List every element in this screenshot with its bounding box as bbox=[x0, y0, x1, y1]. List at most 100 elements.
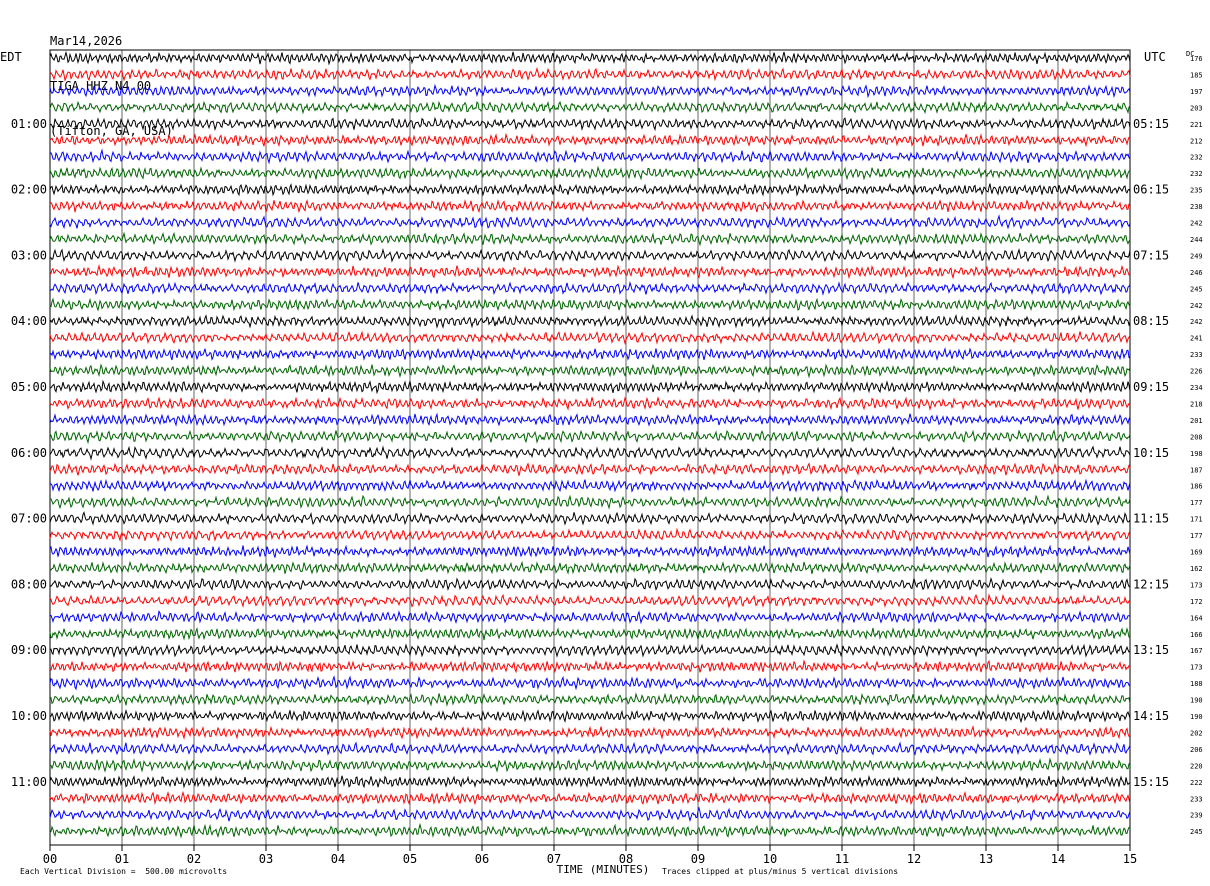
right-hour-label: 12:15 bbox=[1133, 577, 1169, 591]
left-hour-label: 01:00 bbox=[11, 117, 47, 131]
left-hour-label: 04:00 bbox=[11, 314, 47, 328]
left-hour-label: 02:00 bbox=[11, 183, 47, 197]
x-tick-label: 02 bbox=[187, 852, 201, 866]
seismic-trace bbox=[49, 264, 1131, 280]
right-hour-label: 09:15 bbox=[1133, 380, 1169, 394]
dc-offset-value: 239 bbox=[1190, 812, 1203, 820]
seismic-trace bbox=[49, 330, 1131, 345]
right-hour-label: 15:15 bbox=[1133, 775, 1169, 789]
dc-offset-value: 242 bbox=[1190, 220, 1203, 228]
seismic-trace bbox=[49, 231, 1131, 247]
seismic-trace bbox=[49, 214, 1131, 230]
dc-offset-value: 173 bbox=[1190, 581, 1203, 589]
dc-offset-value: 233 bbox=[1190, 795, 1203, 803]
x-tick-label: 09 bbox=[691, 852, 705, 866]
dc-offset-value: 249 bbox=[1190, 252, 1203, 260]
x-tick-label: 01 bbox=[115, 852, 129, 866]
x-tick-label: 14 bbox=[1051, 852, 1065, 866]
seismic-trace bbox=[49, 363, 1131, 379]
seismic-trace bbox=[49, 148, 1131, 165]
right-hour-label: 13:15 bbox=[1133, 643, 1169, 657]
dc-offset-value: 202 bbox=[1190, 729, 1203, 737]
clip-note: Traces clipped at plus/minus 5 vertical … bbox=[662, 867, 899, 876]
dc-offset-value: 173 bbox=[1190, 664, 1203, 672]
x-axis-label: TIME (MINUTES) bbox=[557, 863, 650, 876]
seismic-trace bbox=[49, 100, 1131, 115]
dc-offset-value: 242 bbox=[1190, 318, 1203, 326]
dc-offset-value: 185 bbox=[1190, 71, 1203, 79]
date-label: Mar14,2026 bbox=[50, 34, 123, 48]
seismic-trace bbox=[49, 478, 1131, 494]
seismic-trace bbox=[49, 610, 1131, 625]
dc-offset-value: 232 bbox=[1190, 170, 1203, 178]
dc-offset-value: 232 bbox=[1190, 154, 1203, 162]
x-tick-label: 04 bbox=[331, 852, 345, 866]
seismic-trace bbox=[49, 379, 1131, 395]
right-hour-label: 07:15 bbox=[1133, 248, 1169, 262]
dc-offset-value: 166 bbox=[1190, 631, 1203, 639]
left-hour-label: 09:00 bbox=[11, 643, 47, 657]
seismic-trace bbox=[49, 576, 1131, 592]
seismic-trace bbox=[49, 132, 1131, 148]
seismic-trace bbox=[50, 247, 1131, 263]
dc-offset-value: 162 bbox=[1190, 565, 1203, 573]
right-hour-label: 10:15 bbox=[1133, 446, 1169, 460]
dc-offset-value: 212 bbox=[1190, 137, 1203, 145]
seismic-trace bbox=[49, 757, 1131, 773]
x-tick-label: 05 bbox=[403, 852, 417, 866]
dc-offset-value: 186 bbox=[1190, 483, 1203, 491]
x-tick-label: 15 bbox=[1123, 852, 1137, 866]
dc-offset-value: 172 bbox=[1190, 598, 1203, 606]
seismic-trace bbox=[49, 199, 1131, 214]
right-hour-label: 06:15 bbox=[1133, 183, 1169, 197]
dc-offset-value: 171 bbox=[1190, 516, 1203, 524]
right-hour-label: 08:15 bbox=[1133, 314, 1169, 328]
right-hour-label: 11:15 bbox=[1133, 512, 1169, 526]
left-hour-label: 03:00 bbox=[11, 248, 47, 262]
x-tick-label: 07 bbox=[547, 852, 561, 866]
right-hour-label: 05:15 bbox=[1133, 117, 1169, 131]
dc-offset-value: 167 bbox=[1190, 647, 1203, 655]
seismic-trace bbox=[49, 806, 1131, 823]
seismic-trace bbox=[49, 346, 1131, 362]
x-tick-label: 13 bbox=[979, 852, 993, 866]
seismic-trace bbox=[49, 741, 1131, 756]
dc-offset-value: 218 bbox=[1190, 400, 1203, 408]
seismic-trace bbox=[49, 281, 1131, 296]
x-tick-label: 12 bbox=[907, 852, 921, 866]
left-hour-label: 10:00 bbox=[11, 709, 47, 723]
dc-offset-value: 198 bbox=[1190, 450, 1203, 458]
x-tick-label: 00 bbox=[43, 852, 57, 866]
dc-offset-value: 246 bbox=[1190, 269, 1203, 277]
dc-offset-value: 197 bbox=[1190, 88, 1203, 96]
seismic-trace bbox=[49, 83, 1131, 99]
dc-offset-value: 220 bbox=[1190, 762, 1203, 770]
left-hour-label: 07:00 bbox=[11, 512, 47, 526]
dc-offset-value: 241 bbox=[1190, 335, 1203, 343]
left-hour-label: 08:00 bbox=[11, 577, 47, 591]
left-hour-label: 06:00 bbox=[11, 446, 47, 460]
dc-offset-value: 187 bbox=[1190, 466, 1203, 474]
left-hour-label: 05:00 bbox=[11, 380, 47, 394]
dc-offset-value: 244 bbox=[1190, 236, 1203, 244]
dc-offset-value: 208 bbox=[1190, 433, 1203, 441]
x-tick-label: 10 bbox=[763, 852, 777, 866]
dc-offset-value: 203 bbox=[1190, 104, 1203, 112]
dc-offset-value: 245 bbox=[1190, 285, 1203, 293]
seismic-trace bbox=[49, 462, 1131, 477]
dc-offset-value: 188 bbox=[1190, 680, 1203, 688]
label-group: 00 01 02 03 04 05 06 07 08 09 10 11 12 13 14 15 TIME (MI… bbox=[11, 55, 1203, 876]
seismic-trace bbox=[49, 445, 1131, 461]
dc-column-header: DC bbox=[1186, 50, 1195, 58]
dc-offset-value: 245 bbox=[1190, 828, 1203, 836]
dc-offset-value: 169 bbox=[1190, 549, 1203, 557]
dc-offset-value: 233 bbox=[1190, 351, 1203, 359]
right-hour-label: 14:15 bbox=[1133, 709, 1169, 723]
seismic-trace bbox=[49, 165, 1131, 181]
left-hour-label: 11:00 bbox=[11, 775, 47, 789]
seismic-trace bbox=[49, 297, 1131, 312]
x-tick-label: 03 bbox=[259, 852, 273, 866]
dc-offset-value: 235 bbox=[1190, 187, 1203, 195]
dc-offset-value: 234 bbox=[1190, 384, 1203, 392]
seismic-trace bbox=[49, 675, 1131, 691]
